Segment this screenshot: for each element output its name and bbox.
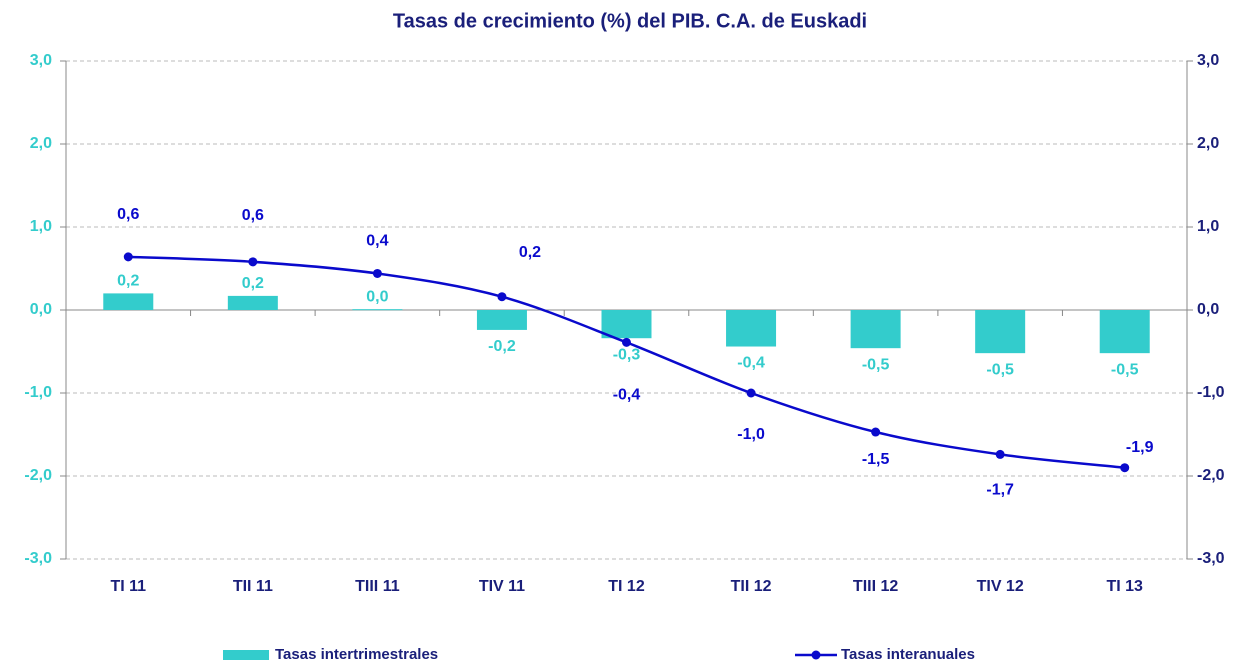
y-tick-label: 2,0 bbox=[30, 135, 52, 152]
chart-title: Tasas de crecimiento (%) del PIB. C.A. d… bbox=[393, 10, 867, 32]
bar-value-label: 0,2 bbox=[242, 275, 264, 292]
line-point bbox=[497, 292, 507, 302]
y-tick-label: 0,0 bbox=[30, 301, 52, 318]
line-value-label: 0,6 bbox=[242, 207, 264, 224]
y2-tick-label: -3,0 bbox=[1197, 550, 1225, 567]
line-value-label: -1,9 bbox=[1126, 439, 1154, 456]
line-point bbox=[622, 337, 631, 347]
line-point bbox=[248, 257, 258, 267]
bar bbox=[227, 295, 278, 310]
bar bbox=[975, 310, 1026, 354]
line-point bbox=[746, 388, 756, 398]
bar-value-label: -0,4 bbox=[737, 355, 765, 372]
bar bbox=[726, 310, 777, 347]
line-value-label: -0,4 bbox=[613, 387, 641, 404]
x-tick-label: TIII 11 bbox=[355, 578, 400, 595]
line-point bbox=[995, 449, 1005, 459]
line-value-label: 0,4 bbox=[366, 233, 388, 250]
bar-value-label: -0,5 bbox=[1111, 361, 1139, 378]
bar-value-label: 0,0 bbox=[366, 288, 388, 305]
y2-tick-label: 2,0 bbox=[1197, 135, 1219, 152]
legend-swatch bbox=[811, 650, 821, 660]
y2-tick-label: 1,0 bbox=[1197, 218, 1219, 235]
bar bbox=[476, 310, 527, 330]
bar bbox=[850, 310, 901, 349]
x-tick-label: TI 12 bbox=[608, 578, 645, 595]
legend-label: Tasas interanuales bbox=[841, 646, 975, 662]
x-tick-label: TII 12 bbox=[731, 578, 772, 595]
y-tick-label: -2,0 bbox=[24, 467, 52, 484]
y-tick-label: 3,0 bbox=[30, 52, 52, 69]
line-value-label: -1,5 bbox=[862, 451, 890, 468]
line-point bbox=[1120, 463, 1130, 473]
line-point bbox=[123, 252, 133, 262]
y2-tick-label: 0,0 bbox=[1197, 301, 1219, 318]
y2-tick-label: -1,0 bbox=[1197, 384, 1225, 401]
legend-swatch bbox=[223, 650, 269, 660]
y-tick-label: 1,0 bbox=[30, 218, 52, 235]
line-value-label: -1,0 bbox=[737, 426, 765, 443]
bar bbox=[1099, 310, 1150, 354]
line-value-label: -1,7 bbox=[986, 482, 1014, 499]
bar-value-label: 0,2 bbox=[117, 273, 139, 290]
line-value-label: 0,6 bbox=[117, 206, 139, 223]
x-tick-label: TI 11 bbox=[110, 578, 146, 595]
bar bbox=[352, 309, 403, 311]
line-point bbox=[871, 427, 881, 437]
y2-tick-label: -2,0 bbox=[1197, 467, 1225, 484]
bar-value-label: -0,3 bbox=[613, 346, 641, 363]
bar-value-label: -0,2 bbox=[488, 338, 516, 355]
y-tick-label: -1,0 bbox=[24, 384, 52, 401]
line-point bbox=[372, 268, 382, 278]
bar-value-label: -0,5 bbox=[862, 356, 890, 373]
x-tick-label: TIV 11 bbox=[479, 578, 525, 595]
x-tick-label: TII 11 bbox=[233, 578, 273, 595]
x-tick-label: TIII 12 bbox=[853, 578, 898, 595]
bar bbox=[601, 310, 652, 339]
x-tick-label: TI 13 bbox=[1106, 578, 1143, 595]
y-tick-label: -3,0 bbox=[24, 550, 52, 567]
bar-value-label: -0,5 bbox=[986, 361, 1014, 378]
bar bbox=[103, 293, 154, 310]
y2-tick-label: 3,0 bbox=[1197, 52, 1219, 69]
legend-label: Tasas intertrimestrales bbox=[275, 646, 438, 662]
line-value-label: 0,2 bbox=[519, 244, 541, 261]
x-tick-label: TIV 12 bbox=[977, 578, 1024, 595]
